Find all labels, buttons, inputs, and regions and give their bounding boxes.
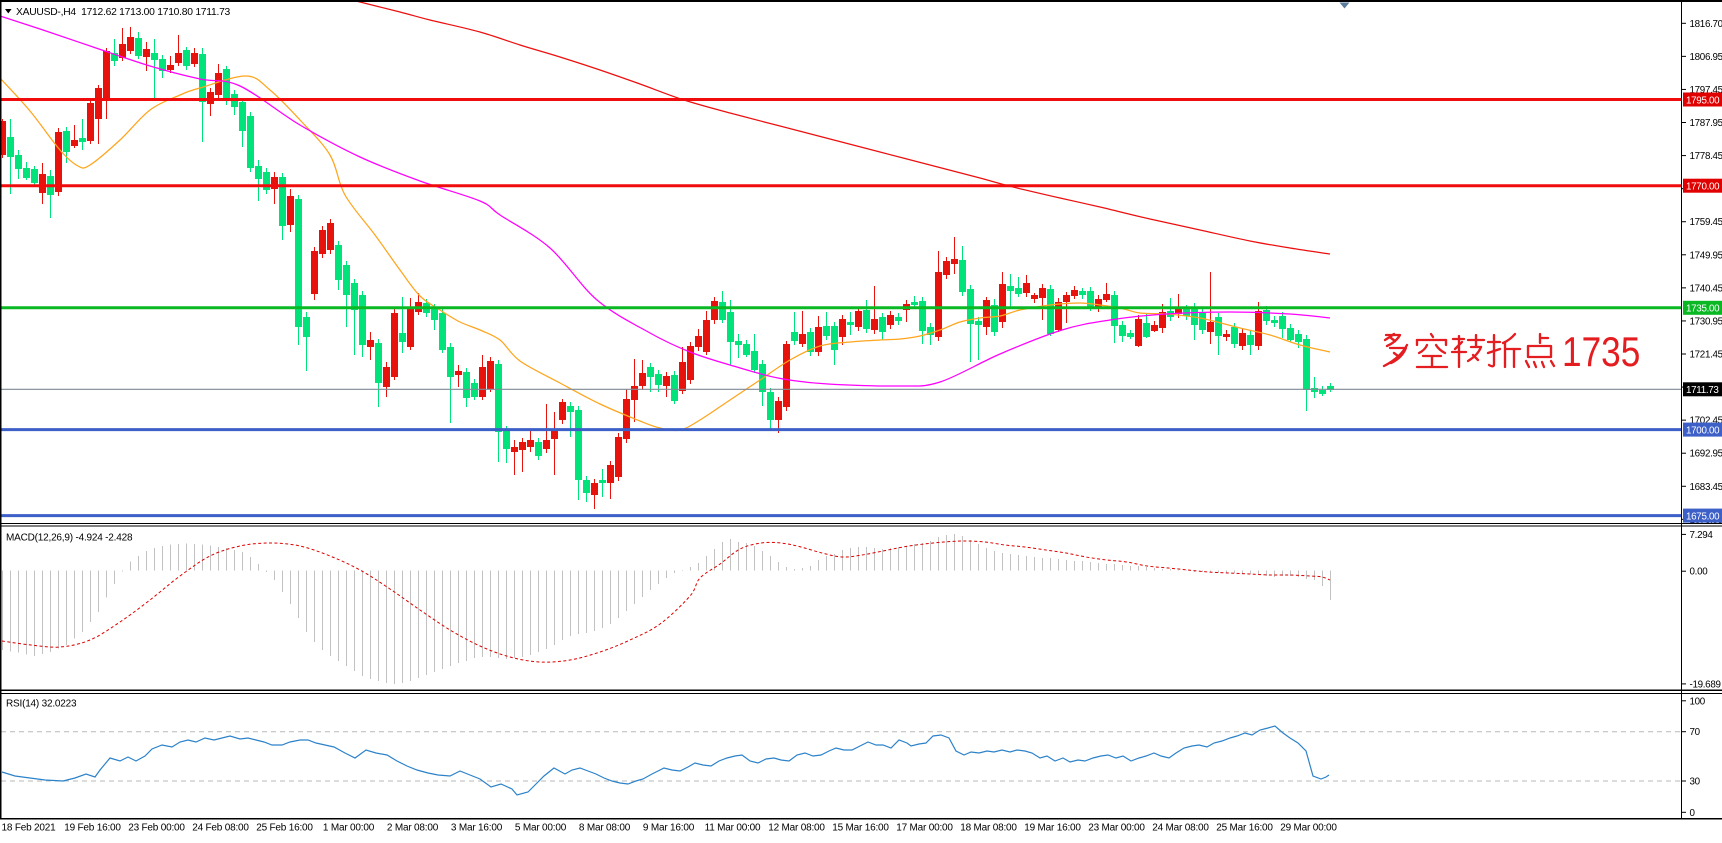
svg-text:1675.00: 1675.00 [1686,511,1720,522]
svg-text:1730.95: 1730.95 [1690,316,1722,327]
svg-text:1795.00: 1795.00 [1686,95,1720,106]
svg-text:1770.00: 1770.00 [1686,182,1720,193]
svg-text:11 Mar 00:00: 11 Mar 00:00 [705,823,761,834]
svg-text:1778.45: 1778.45 [1690,151,1722,162]
svg-text:-19.689: -19.689 [1690,679,1721,690]
svg-text:7.294: 7.294 [1690,530,1714,541]
svg-text:18 Feb 2021: 18 Feb 2021 [2,823,57,834]
svg-text:MACD(12,26,9) -4.924 -2.428: MACD(12,26,9) -4.924 -2.428 [6,533,133,544]
svg-text:1683.45: 1683.45 [1690,482,1722,493]
svg-text:25 Feb 16:00: 25 Feb 16:00 [256,823,313,834]
svg-text:1740.45: 1740.45 [1690,283,1722,294]
svg-text:1700.00: 1700.00 [1686,425,1720,436]
svg-text:23 Feb 00:00: 23 Feb 00:00 [128,823,185,834]
svg-text:25 Mar 16:00: 25 Mar 16:00 [1216,823,1273,834]
svg-text:12 Mar 08:00: 12 Mar 08:00 [768,823,825,834]
svg-text:1711.73: 1711.73 [1686,385,1719,396]
svg-text:1759.45: 1759.45 [1690,217,1722,228]
svg-text:2 Mar 08:00: 2 Mar 08:00 [387,823,439,834]
svg-text:1806.95: 1806.95 [1690,52,1722,63]
svg-text:1749.95: 1749.95 [1690,250,1722,261]
svg-text:70: 70 [1690,727,1701,738]
svg-text:1787.95: 1787.95 [1690,118,1722,129]
svg-text:30: 30 [1690,777,1701,788]
svg-text:1 Mar 00:00: 1 Mar 00:00 [323,823,375,834]
svg-text:23 Mar 00:00: 23 Mar 00:00 [1088,823,1145,834]
svg-text:1735.00: 1735.00 [1686,304,1720,315]
svg-text:0: 0 [1690,808,1696,819]
svg-text:24 Mar 08:00: 24 Mar 08:00 [1152,823,1209,834]
svg-text:24 Feb 08:00: 24 Feb 08:00 [192,823,249,834]
svg-text:9 Mar 16:00: 9 Mar 16:00 [643,823,695,834]
svg-text:1721.45: 1721.45 [1690,350,1722,361]
svg-text:1735: 1735 [1562,329,1640,376]
svg-text:1816.70: 1816.70 [1690,19,1722,30]
svg-text:8 Mar 08:00: 8 Mar 08:00 [579,823,631,834]
svg-text:3 Mar 16:00: 3 Mar 16:00 [451,823,503,834]
svg-text:100: 100 [1690,696,1706,707]
svg-text:29 Mar 00:00: 29 Mar 00:00 [1280,823,1337,834]
svg-text:18 Mar 08:00: 18 Mar 08:00 [960,823,1017,834]
svg-text:15 Mar 16:00: 15 Mar 16:00 [832,823,889,834]
svg-text:RSI(14) 32.0223: RSI(14) 32.0223 [6,699,77,710]
svg-text:XAUUSD-,H4 1712.62 1713.00 17: XAUUSD-,H4 1712.62 1713.00 1710.80 1711.… [16,7,231,18]
svg-text:5 Mar 00:00: 5 Mar 00:00 [515,823,567,834]
svg-text:17 Mar 00:00: 17 Mar 00:00 [896,823,953,834]
svg-text:1692.95: 1692.95 [1690,449,1722,460]
svg-text:19 Mar 16:00: 19 Mar 16:00 [1024,823,1081,834]
svg-text:19 Feb 16:00: 19 Feb 16:00 [64,823,121,834]
svg-text:0.00: 0.00 [1690,567,1709,578]
